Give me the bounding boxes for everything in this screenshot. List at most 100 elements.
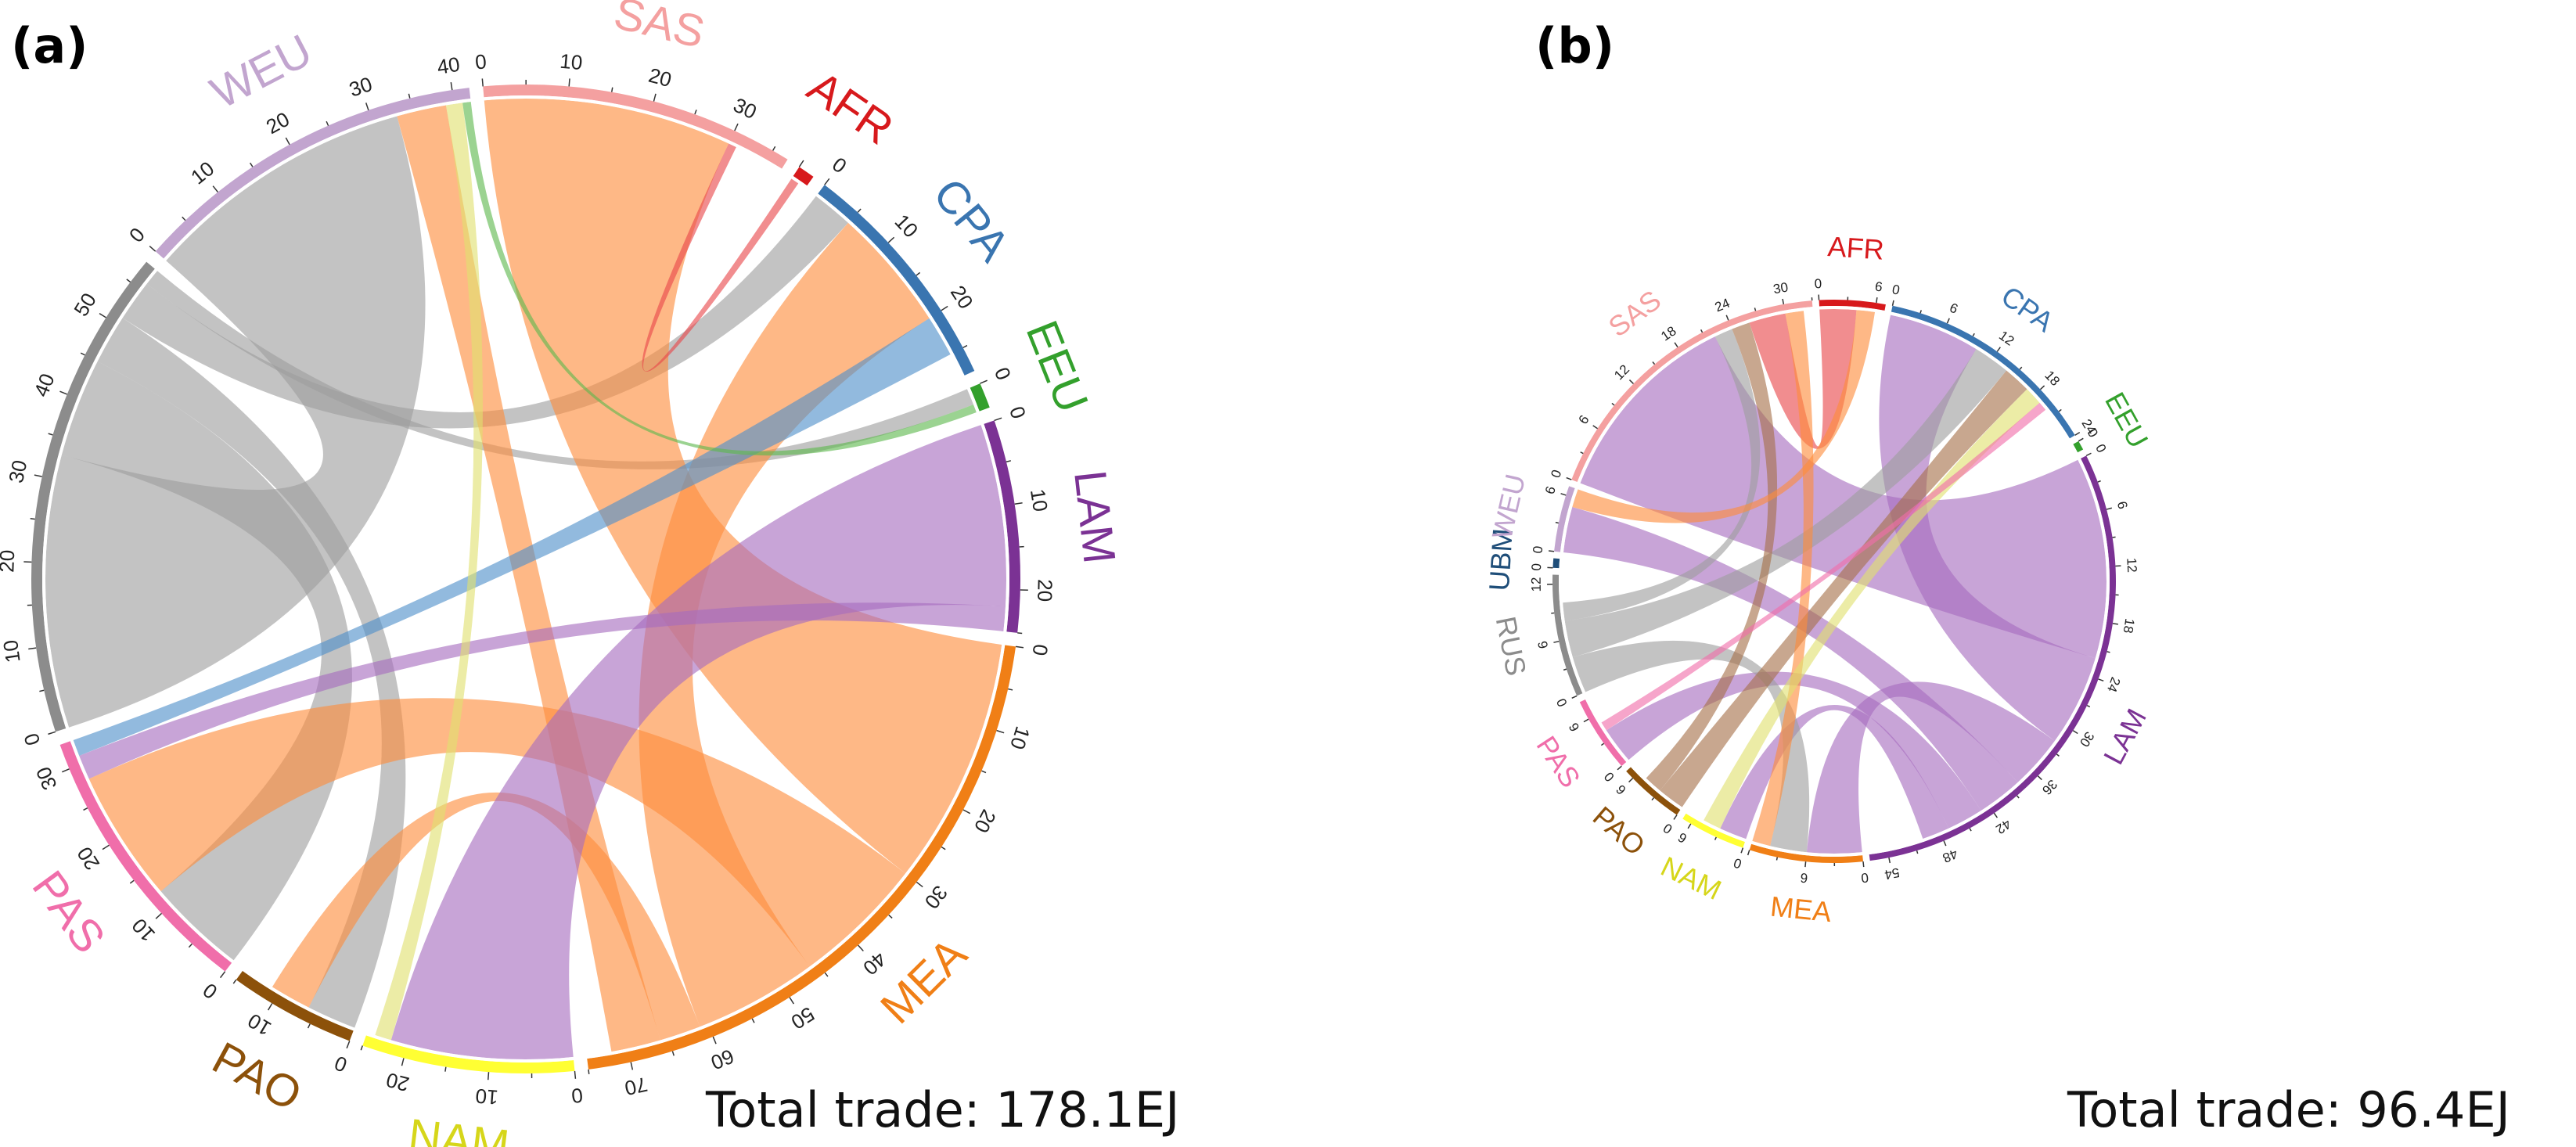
tick-sas bbox=[653, 93, 657, 102]
sector-arc-mea bbox=[1749, 843, 1864, 864]
tick-pao bbox=[1673, 814, 1678, 820]
tick-label-cpa: 0 bbox=[1891, 282, 1901, 298]
tick-label-rus: 30 bbox=[4, 458, 31, 485]
tick-cpa bbox=[1972, 333, 1975, 337]
tick-pas bbox=[83, 807, 88, 811]
tick-cpa bbox=[1919, 310, 1922, 314]
total-trade-b: Total trade: 96.4EJ bbox=[2067, 1081, 2510, 1138]
tick-lam bbox=[2085, 452, 2092, 457]
sector-arc-pao bbox=[236, 970, 354, 1041]
tick-cpa bbox=[2074, 431, 2081, 436]
tick-mea bbox=[751, 1018, 755, 1023]
tick-lam bbox=[2106, 507, 2113, 510]
flow-lam-nam bbox=[390, 425, 1006, 1059]
sector-arc-pas bbox=[1579, 699, 1627, 767]
tick-rus bbox=[39, 689, 45, 692]
tick-mea bbox=[981, 770, 987, 774]
tick-weu bbox=[450, 82, 453, 91]
tick-rus bbox=[28, 647, 37, 650]
tick-mea bbox=[671, 1051, 675, 1056]
flow-rus-cpa bbox=[1564, 349, 2007, 658]
tick-sas bbox=[610, 87, 613, 92]
tick-nam bbox=[1740, 847, 1744, 854]
tick-label-nam: 10 bbox=[475, 1084, 499, 1109]
tick-rus bbox=[1571, 695, 1578, 699]
tick-rus bbox=[48, 731, 56, 735]
tick-sas bbox=[1580, 451, 1584, 455]
flow-mea-weu bbox=[397, 105, 660, 1052]
tick-rus bbox=[59, 390, 68, 395]
tick-pas bbox=[155, 912, 162, 919]
flow-mea-sas bbox=[484, 99, 1002, 874]
tick-nam bbox=[487, 1072, 490, 1080]
tick-pao bbox=[1651, 797, 1655, 801]
tick-label-afr: 0 bbox=[1814, 276, 1822, 291]
flow-rus-pas bbox=[61, 361, 353, 961]
tick-sas bbox=[1628, 379, 1634, 384]
sector-arc-sas bbox=[483, 84, 788, 169]
tick-nam bbox=[1687, 823, 1692, 829]
tick-cpa bbox=[1891, 300, 1894, 306]
flow-nam-cpa bbox=[1704, 389, 2040, 829]
flow-lam-sas bbox=[1580, 336, 2106, 659]
flow-lam-pas bbox=[79, 602, 1006, 779]
tick-weu bbox=[326, 120, 329, 126]
tick-lam bbox=[994, 417, 1002, 422]
tick-pao bbox=[307, 1023, 311, 1029]
flow-pao-sas bbox=[1646, 322, 1778, 791]
flow-pao-cpa bbox=[1660, 370, 2027, 807]
tick-sas bbox=[1652, 361, 1656, 365]
tick-weu bbox=[1548, 550, 1555, 552]
flow-mea-sas bbox=[1752, 311, 1814, 847]
tick-lam bbox=[2112, 536, 2116, 538]
tick-label-sas: 30 bbox=[1772, 279, 1790, 297]
tick-afr bbox=[798, 160, 804, 167]
tick-lam bbox=[2016, 795, 2020, 799]
tick-label-mea: 70 bbox=[623, 1073, 650, 1100]
sector-arc-afr bbox=[793, 167, 814, 186]
tick-rus bbox=[34, 474, 42, 477]
flow-pas-cpa bbox=[1601, 402, 2046, 731]
flow-pas-cpa bbox=[73, 318, 951, 756]
tick-lam bbox=[2056, 753, 2060, 757]
tick-eeu bbox=[980, 379, 988, 384]
tick-cpa bbox=[1996, 347, 2001, 352]
tick-cpa bbox=[887, 236, 895, 243]
flow-rus-mea bbox=[1572, 640, 1810, 853]
tick-pas bbox=[1617, 765, 1622, 771]
tick-label-sas: 0 bbox=[474, 49, 487, 74]
tick-lam bbox=[1993, 812, 1999, 818]
tick-mea bbox=[858, 944, 864, 952]
tick-cpa bbox=[2058, 408, 2062, 412]
total-trade-a: Total trade: 178.1EJ bbox=[705, 1081, 1179, 1138]
tick-pao bbox=[232, 979, 237, 984]
tick-rus bbox=[48, 433, 53, 436]
flow-weu-afr bbox=[1572, 310, 1876, 523]
tick-pao bbox=[1628, 778, 1634, 783]
tick-sas bbox=[481, 78, 484, 87]
tick-label-sas: 10 bbox=[559, 49, 583, 74]
tick-label-mea: 0 bbox=[1860, 870, 1869, 886]
sector-arc-nam bbox=[1682, 813, 1745, 848]
tick-weu bbox=[408, 93, 411, 99]
sector-arc-rus bbox=[1552, 574, 1583, 696]
tick-sas bbox=[1592, 425, 1598, 430]
tick-weu bbox=[365, 102, 369, 111]
tick-rus bbox=[1563, 668, 1567, 671]
tick-label-lam: 54 bbox=[1883, 865, 1901, 882]
tick-cpa bbox=[962, 344, 968, 349]
tick-pas bbox=[102, 844, 110, 850]
region-label-ubm: UBM bbox=[1483, 527, 1519, 591]
tick-label-ubm: 0 bbox=[1529, 563, 1544, 571]
tick-weu bbox=[212, 185, 218, 192]
tick-mea bbox=[588, 1069, 590, 1074]
flow-nam-weu bbox=[375, 102, 483, 1041]
tick-lam bbox=[2072, 730, 2078, 735]
flow-lam-mea bbox=[1806, 681, 2055, 854]
tick-mea bbox=[712, 1036, 717, 1045]
sector-arc-nam bbox=[362, 1035, 575, 1073]
sector-arc-mea bbox=[587, 645, 1016, 1070]
tick-lam bbox=[2037, 775, 2042, 781]
region-label-afr: AFR bbox=[1826, 230, 1885, 266]
